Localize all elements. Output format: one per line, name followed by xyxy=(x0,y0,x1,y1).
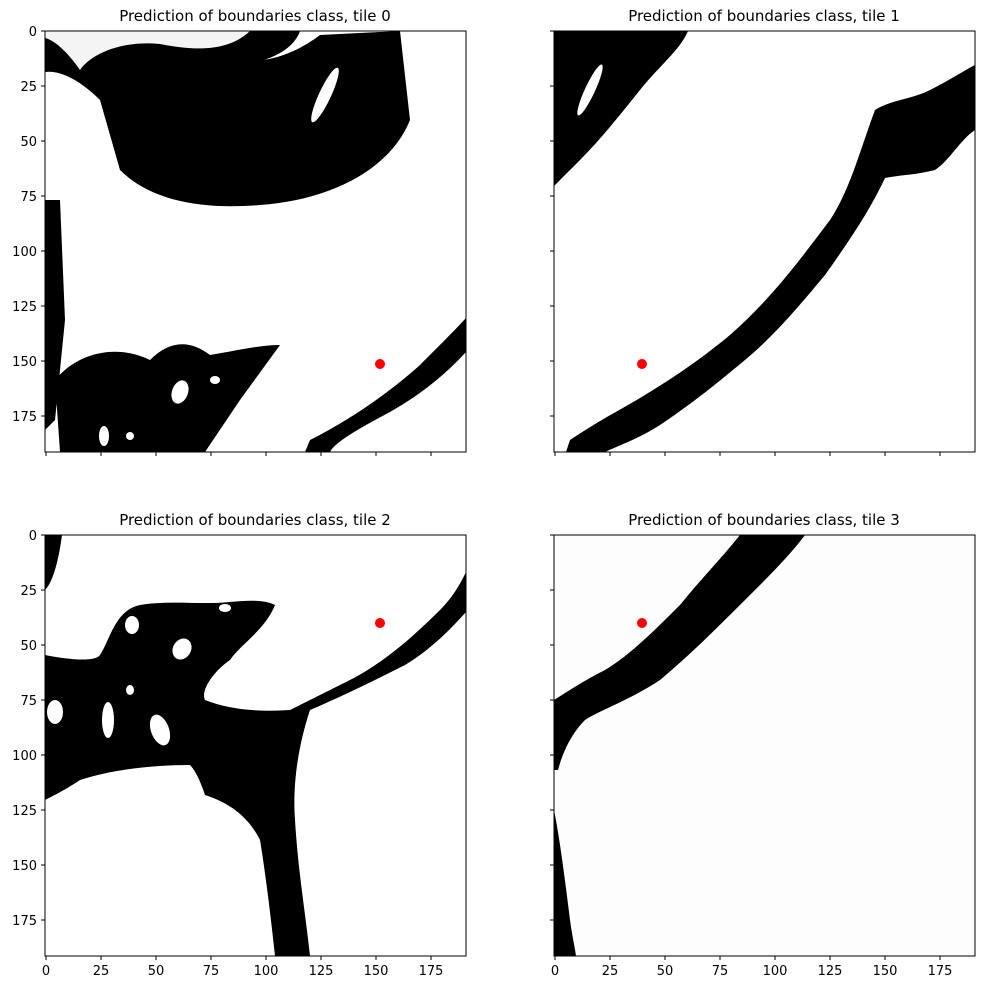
x-tick-label: 50 xyxy=(148,964,165,979)
x-tick-label: 100 xyxy=(254,964,279,979)
subplot-tile-1: Prediction of boundaries class, tile 1 xyxy=(550,7,976,456)
y-tick-label: 125 xyxy=(12,300,37,315)
marker-point xyxy=(637,359,647,369)
chart-title: Prediction of boundaries class, tile 3 xyxy=(628,511,900,529)
y-tick-label: 75 xyxy=(20,190,37,205)
x-tick-label: 75 xyxy=(203,964,220,979)
x-axis xyxy=(554,452,941,456)
axes-frame xyxy=(44,534,467,957)
x-axis: 0 25 50 75 100 125 150 175 xyxy=(42,956,444,979)
heatmap-image xyxy=(554,535,975,956)
y-tick-label: 25 xyxy=(20,80,37,95)
y-tick-label: 0 xyxy=(29,25,37,40)
y-tick-label: 100 xyxy=(12,749,37,764)
chart-title: Prediction of boundaries class, tile 2 xyxy=(119,511,391,529)
chart-title: Prediction of boundaries class, tile 0 xyxy=(119,7,391,25)
heatmap-image xyxy=(554,31,975,452)
subplot-tile-2: Prediction of boundaries class, tile 2 0 xyxy=(12,511,467,979)
marker-point xyxy=(637,618,647,628)
y-tick-label: 50 xyxy=(20,639,37,654)
x-tick-label: 125 xyxy=(818,964,843,979)
x-tick-label: 150 xyxy=(364,964,389,979)
x-tick-label: 175 xyxy=(419,964,444,979)
chart-title: Prediction of boundaries class, tile 1 xyxy=(628,7,900,25)
y-tick-label: 150 xyxy=(12,859,37,874)
axes-frame xyxy=(553,534,976,957)
y-axis: 0 25 50 75 100 125 150 175 xyxy=(12,529,45,929)
x-tick-label: 25 xyxy=(602,964,619,979)
y-tick-label: 100 xyxy=(12,245,37,260)
y-tick-label: 50 xyxy=(20,135,37,150)
x-tick-label: 50 xyxy=(657,964,674,979)
x-tick-label: 175 xyxy=(928,964,953,979)
y-axis xyxy=(550,30,554,417)
y-tick-label: 25 xyxy=(20,584,37,599)
subplot-tile-3: Prediction of boundaries class, tile 3 xyxy=(550,511,976,979)
x-tick-label: 150 xyxy=(873,964,898,979)
heatmap-image xyxy=(45,31,466,452)
marker-point xyxy=(375,359,385,369)
axes-frame xyxy=(553,30,976,453)
y-tick-label: 175 xyxy=(12,410,37,425)
axes-frame xyxy=(44,30,467,453)
y-tick-label: 75 xyxy=(20,694,37,709)
x-tick-label: 75 xyxy=(712,964,729,979)
x-axis: 0 25 50 75 100 125 150 175 xyxy=(551,956,953,979)
subplot-tile-0: Prediction of boundaries class, tile 0 xyxy=(12,7,467,456)
x-tick-label: 0 xyxy=(551,964,559,979)
x-axis xyxy=(45,452,432,456)
y-axis: 0 25 50 75 100 125 150 175 xyxy=(12,25,45,425)
y-axis xyxy=(550,534,554,921)
y-tick-label: 125 xyxy=(12,804,37,819)
heatmap-image xyxy=(45,535,466,956)
y-tick-label: 175 xyxy=(12,914,37,929)
marker-point xyxy=(375,618,385,628)
x-tick-label: 125 xyxy=(309,964,334,979)
x-tick-label: 25 xyxy=(93,964,110,979)
y-tick-label: 150 xyxy=(12,355,37,370)
y-tick-label: 0 xyxy=(29,529,37,544)
x-tick-label: 100 xyxy=(763,964,788,979)
x-tick-label: 0 xyxy=(42,964,50,979)
